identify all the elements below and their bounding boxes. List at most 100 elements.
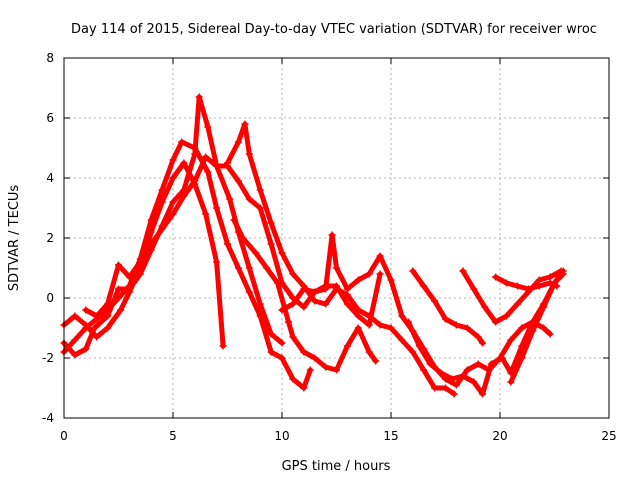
data-point-marker — [202, 153, 210, 161]
data-point-marker — [224, 159, 231, 167]
y-tick-label: -2 — [42, 351, 54, 365]
data-point-marker — [289, 270, 297, 278]
data-point-marker — [463, 324, 471, 332]
x-tick-label: 0 — [60, 429, 68, 443]
data-point-marker — [289, 300, 297, 308]
data-point-marker — [354, 324, 362, 332]
data-point-marker — [195, 93, 203, 101]
data-point-marker — [82, 306, 90, 314]
data-point-marker — [343, 300, 351, 308]
data-point-marker — [513, 282, 521, 290]
data-point-marker — [546, 330, 554, 338]
data-point-marker — [437, 369, 445, 377]
data-point-marker — [224, 240, 231, 248]
data-point-marker — [213, 204, 221, 212]
data-point-marker — [409, 267, 417, 275]
data-point-marker — [452, 381, 460, 389]
data-point-marker — [125, 273, 133, 281]
data-point-marker — [343, 291, 351, 299]
data-point-marker — [213, 258, 221, 266]
series-track-8 — [409, 267, 487, 347]
data-point-marker — [322, 300, 330, 308]
data-point-marker — [535, 282, 543, 290]
data-point-marker — [487, 360, 495, 368]
data-point-marker — [241, 120, 249, 128]
axis-ticks: 0 5 10 15 20 25 -4 -2 0 2 4 6 8 — [42, 51, 617, 443]
data-point-marker — [452, 321, 460, 329]
data-point-marker — [239, 234, 247, 242]
data-point-marker — [448, 375, 456, 383]
data-point-marker — [420, 282, 428, 290]
data-point-marker — [213, 162, 221, 170]
data-point-marker — [169, 198, 177, 206]
data-point-marker — [226, 195, 234, 203]
data-point-marker — [343, 342, 351, 350]
data-point-marker — [136, 258, 144, 266]
x-tick-label: 25 — [601, 429, 616, 443]
data-point-marker — [365, 312, 373, 320]
data-point-marker — [300, 384, 308, 392]
data-point-marker — [479, 339, 487, 347]
data-point-marker — [93, 333, 101, 341]
data-point-marker — [234, 264, 242, 272]
data-point-marker — [147, 216, 155, 224]
series-trace — [83, 154, 383, 328]
y-tick-label: 2 — [46, 231, 54, 245]
data-point-marker — [278, 339, 286, 347]
data-point-marker — [115, 285, 122, 293]
data-point-marker — [306, 366, 314, 374]
data-point-marker — [158, 225, 166, 233]
data-point-marker — [343, 285, 351, 293]
chart-title: Day 114 of 2015, Sidereal Day-to-day VTE… — [71, 22, 597, 37]
data-point-marker — [311, 288, 319, 296]
data-point-marker — [71, 312, 79, 320]
series-track-12 — [507, 267, 567, 386]
data-point-marker — [267, 348, 275, 356]
data-point-marker — [376, 270, 384, 278]
data-point-marker — [104, 324, 112, 332]
data-point-marker — [136, 270, 144, 278]
data-point-marker — [219, 342, 227, 350]
data-point-marker — [470, 378, 478, 386]
series-trace — [61, 139, 313, 391]
series-trace — [460, 268, 564, 325]
data-point-marker — [125, 285, 133, 293]
data-point-marker — [479, 390, 487, 398]
data-point-marker — [518, 324, 526, 332]
data-point-marker — [245, 150, 253, 158]
data-point-marker — [204, 168, 212, 176]
data-point-marker — [333, 264, 340, 272]
data-point-marker — [256, 204, 264, 212]
data-point-marker — [492, 318, 500, 326]
data-point-marker — [459, 267, 467, 275]
x-tick-label: 20 — [492, 429, 507, 443]
data-point-marker — [322, 285, 330, 293]
data-point-marker — [333, 366, 340, 374]
data-point-marker — [311, 297, 319, 305]
data-point-marker — [234, 177, 242, 185]
data-point-marker — [387, 324, 395, 332]
data-point-marker — [387, 276, 395, 284]
data-point-marker — [524, 285, 532, 293]
data-point-marker — [463, 366, 471, 374]
data-point-marker — [178, 138, 186, 146]
data-point-marker — [354, 306, 362, 314]
data-point-marker — [365, 270, 373, 278]
data-point-marker — [234, 138, 242, 146]
data-point-marker — [474, 333, 482, 341]
data-point-marker — [398, 312, 406, 320]
data-point-marker — [278, 306, 286, 314]
data-point-marker — [492, 273, 500, 281]
data-point-marker — [202, 210, 210, 218]
data-point-marker — [415, 342, 423, 350]
data-point-marker — [158, 186, 166, 194]
data-point-marker — [285, 318, 293, 326]
data-point-marker — [245, 195, 253, 203]
data-point-marker — [442, 315, 449, 323]
data-point-marker — [71, 336, 79, 344]
data-point-marker — [300, 348, 308, 356]
data-point-marker — [191, 150, 199, 158]
series-track-5 — [224, 120, 458, 398]
data-point-marker — [71, 351, 79, 359]
data-point-marker — [404, 318, 412, 326]
